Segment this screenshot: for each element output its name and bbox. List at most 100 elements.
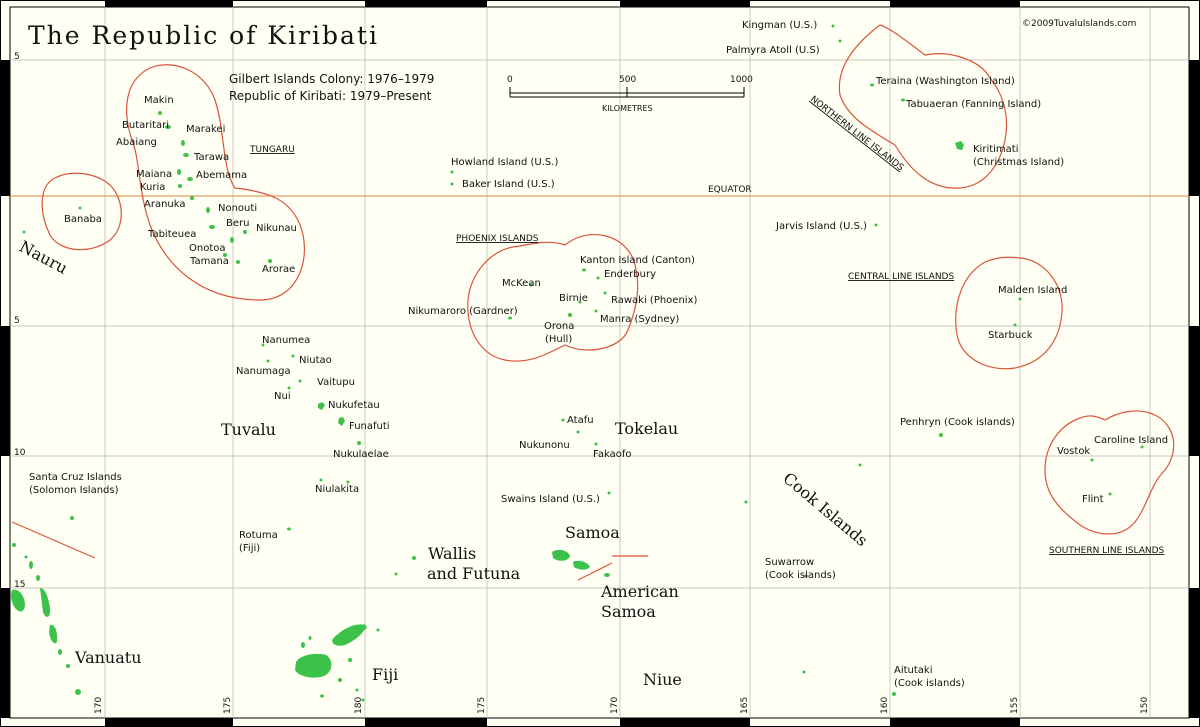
island-rotuma-line2: (Fiji) <box>239 543 260 554</box>
island-kuria: Kuria <box>140 182 165 193</box>
island-santa-cruz-line2: (Solomon Islands) <box>29 485 119 496</box>
island-rawaki: Rawaki (Phoenix) <box>611 295 697 306</box>
island-nanumaga: Nanumaga <box>236 366 291 377</box>
island-penrhyn: Penhryn (Cook islands) <box>900 417 1015 428</box>
island-teraina: Teraina (Washington Island) <box>875 76 1015 87</box>
island-nonouti: Nonouti <box>218 203 257 214</box>
island-abemama: Abemama <box>196 170 247 181</box>
island-mckean: McKean <box>502 278 541 289</box>
boundaries <box>11 24 1175 581</box>
island-makin: Makin <box>144 95 174 106</box>
island-arorae: Arorae <box>262 264 295 275</box>
island-starbuck: Starbuck <box>988 330 1033 341</box>
island-suwarrow-line1: Suwarrow <box>765 557 814 568</box>
island-nukufetau: Nukufetau <box>328 400 380 411</box>
island-banaba: Banaba <box>64 214 102 225</box>
island-birnie: Birnie <box>559 293 588 304</box>
island-marakei: Marakei <box>186 124 225 135</box>
southern-line-boundary <box>1044 410 1175 535</box>
scale-tick-1000: 1000 <box>730 75 753 85</box>
island-funafuti: Funafuti <box>349 421 390 432</box>
island-manra: Manra (Sydney) <box>600 314 679 325</box>
lat-label-5s: 5 <box>14 316 20 326</box>
country-wallis-line2: and Futuna <box>427 564 521 583</box>
island-beru: Beru <box>226 218 249 229</box>
graticule <box>10 7 1189 718</box>
island-kingman: Kingman (U.S.) <box>742 20 817 31</box>
scale-tick-0: 0 <box>507 75 513 85</box>
island-malden: Malden Island <box>998 285 1067 296</box>
lat-label-10s: 10 <box>14 448 26 458</box>
country-samoa: Samoa <box>565 523 620 542</box>
island-fakaofo: Fakaofo <box>593 449 631 460</box>
island-maiana: Maiana <box>136 169 172 180</box>
lon-label-170e: 170 <box>94 697 104 714</box>
scale-tick-500: 500 <box>619 75 636 85</box>
region-central-line: CENTRAL LINE ISLANDS <box>848 272 954 282</box>
lat-label-15s: 15 <box>14 580 25 590</box>
island-baker: Baker Island (U.S.) <box>462 179 555 190</box>
island-vaitupu: Vaitupu <box>317 377 355 388</box>
island-nui: Nui <box>274 391 291 402</box>
island-orona-line2: (Hull) <box>545 334 572 345</box>
region-phoenix: PHOENIX ISLANDS <box>456 234 539 244</box>
island-nukunonu: Nukunonu <box>519 440 570 451</box>
island-labels: Makin Butaritari Marakei Abaiang Tarawa … <box>29 20 1168 689</box>
island-nikunau: Nikunau <box>256 223 297 234</box>
island-tarawa: Tarawa <box>193 152 229 163</box>
gilbert-boundary <box>126 64 305 301</box>
country-wallis-line1: Wallis <box>428 544 476 563</box>
lon-label-150w: 150 <box>1140 697 1150 714</box>
lat-label-5n: 5 <box>14 52 20 62</box>
lon-label-175e: 175 <box>223 697 233 714</box>
phoenix-boundary <box>467 234 639 362</box>
island-aitutaki-line1: Aitutaki <box>894 665 933 676</box>
copyright: ©2009TuvaluIslands.com <box>1022 19 1136 29</box>
island-jarvis: Jarvis Island (U.S.) <box>775 221 867 232</box>
scale-bar <box>509 87 745 98</box>
island-aranuka: Aranuka <box>144 199 186 210</box>
legend: Gilbert Islands Colony: 1976–1979 Republ… <box>229 72 434 103</box>
island-tamana: Tamana <box>189 256 229 267</box>
country-tokelau: Tokelau <box>615 419 678 438</box>
country-american-samoa-line1: American <box>600 582 679 601</box>
region-southern-line: SOUTHERN LINE ISLANDS <box>1049 546 1165 556</box>
country-tuvalu: Tuvalu <box>221 420 276 439</box>
island-palmyra: Palmyra Atoll (U.S) <box>726 45 820 56</box>
country-fiji: Fiji <box>372 665 398 684</box>
country-niue: Niue <box>643 670 682 689</box>
lon-label-180: 180 <box>354 697 364 714</box>
island-niulakita: Niulakita <box>315 484 359 495</box>
legend-line-1: Gilbert Islands Colony: 1976–1979 <box>229 72 434 86</box>
island-niutao: Niutao <box>299 355 332 366</box>
island-nukulaelae: Nukulaelae <box>333 449 389 460</box>
island-orona-line1: Orona <box>544 321 574 332</box>
island-abaiang: Abaiang <box>116 137 157 148</box>
island-rotuma-line1: Rotuma <box>239 530 278 541</box>
central-line-boundary <box>955 256 1063 370</box>
island-howland: Howland Island (U.S.) <box>451 157 558 168</box>
island-caroline: Caroline Island <box>1094 435 1168 446</box>
country-vanuatu: Vanuatu <box>74 648 142 667</box>
country-american-samoa-line2: Samoa <box>601 602 656 621</box>
island-nanumea: Nanumea <box>262 335 310 346</box>
island-enderbury: Enderbury <box>604 269 656 280</box>
island-swains: Swains Island (U.S.) <box>501 494 600 505</box>
island-atafu: Atafu <box>567 415 594 426</box>
scale-unit: KILOMETRES <box>602 104 653 113</box>
equator-label: EQUATOR <box>708 185 752 195</box>
northern-line-boundary <box>838 24 1008 189</box>
lon-label-175w: 175 <box>477 697 487 714</box>
island-tabuaeran: Tabuaeran (Fanning Island) <box>905 99 1041 110</box>
banaba-boundary <box>41 172 122 251</box>
region-tungaru: TUNGARU <box>249 145 295 155</box>
lon-label-165w: 165 <box>740 697 750 714</box>
island-kiritimati-line1: Kiritimati <box>973 144 1019 155</box>
island-tabiteuea: Tabiteuea <box>147 229 196 240</box>
island-nikumaroro: Nikumaroro (Gardner) <box>408 306 518 317</box>
lon-label-170w: 170 <box>610 697 620 714</box>
legend-line-2: Republic of Kiribati: 1979–Present <box>229 89 432 103</box>
